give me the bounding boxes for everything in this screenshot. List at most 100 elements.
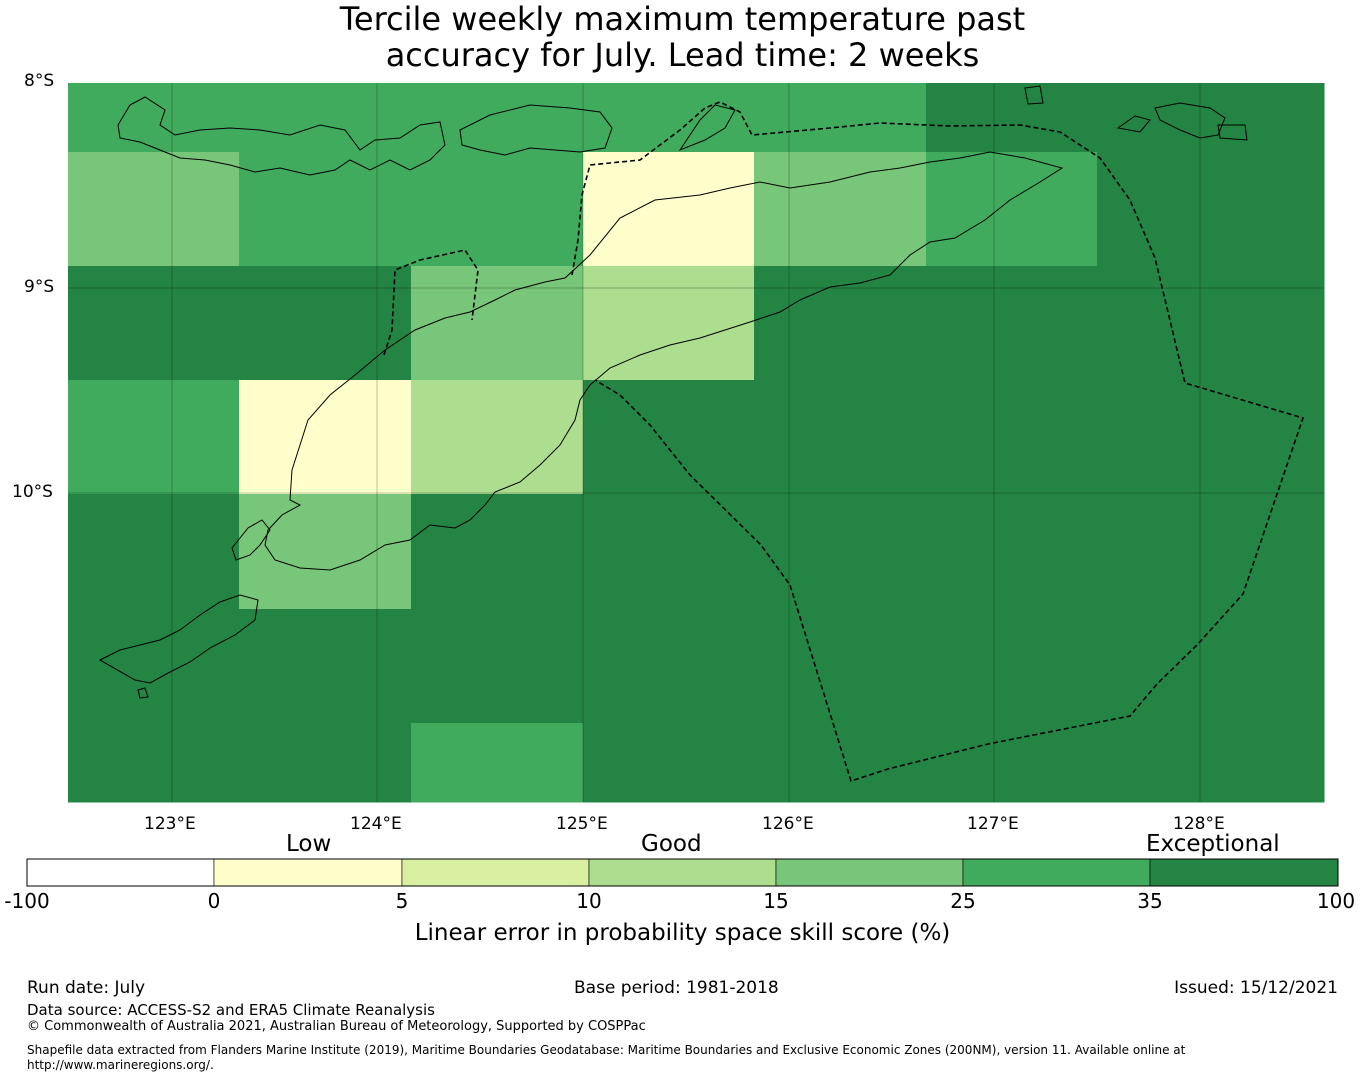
copyright-notice: © Commonwealth of Australia 2021, Austra…: [27, 1019, 646, 1034]
colorbar-label: Linear error in probability space skill …: [414, 920, 951, 946]
colorbar-swatch: [401, 858, 590, 887]
grid-cell: [926, 494, 1098, 610]
grid-cell: [239, 83, 412, 153]
grid-cell: [1097, 723, 1325, 803]
map-title-line1: Tercile weekly maximum temperature past: [339, 0, 1026, 38]
grid-cell: [1097, 609, 1325, 724]
grid-cell: [411, 723, 584, 803]
semau-coastline: [231, 519, 271, 561]
timor-coastline: [264, 151, 1064, 571]
grid-cell: [926, 609, 1098, 724]
grid-cell: [583, 152, 755, 267]
grid-cell: [1097, 152, 1325, 267]
grid-cell: [1097, 494, 1325, 610]
grid-cell: [68, 380, 240, 495]
base-period: Base period: 1981-2018: [574, 978, 779, 998]
grid-cell: [1097, 380, 1325, 495]
colorbar-swatch: [962, 858, 1151, 887]
coastlines: [98, 85, 1248, 699]
grid-cell: [754, 494, 927, 610]
grid-cell: [68, 494, 240, 610]
colorbar-tick: 0: [207, 889, 221, 913]
grid-cell: [239, 266, 412, 381]
lat-label-8s: 8°S: [24, 71, 55, 91]
grid-cells: [68, 83, 1325, 803]
colorbar-swatch: [26, 858, 215, 887]
grid-cell: [754, 266, 927, 381]
grid-cell: [411, 380, 584, 495]
shapefile-credit-line1: Shapefile data extracted from Flanders M…: [27, 1043, 1186, 1057]
atauro-coastline: [678, 104, 736, 152]
grid-cell: [239, 494, 412, 610]
lon-label-123e: 123°E: [144, 814, 196, 834]
grid-cell: [68, 83, 240, 153]
grid-cell: [68, 723, 240, 803]
grid-cell: [1097, 83, 1325, 153]
graticule: [68, 83, 1324, 802]
grid-cell: [754, 83, 927, 153]
colorbar-swatch: [775, 858, 964, 887]
kisar-coastline: [1024, 85, 1044, 105]
grid-cell: [754, 380, 927, 495]
lat-label-10s: 10°S: [12, 482, 53, 502]
alor-coastline: [117, 96, 446, 176]
map-title-line2: accuracy for July. Lead time: 2 weeks: [385, 36, 980, 74]
grid-cell: [926, 380, 1098, 495]
moa-coastline: [1154, 102, 1226, 139]
rote-coastline: [98, 594, 259, 684]
lon-label-128e: 128°E: [1173, 814, 1225, 834]
grid-cell: [926, 266, 1098, 381]
category-good: Good: [641, 831, 702, 857]
colorbar-swatch: [213, 858, 403, 887]
colorbar-swatch: [588, 858, 777, 887]
colorbar-tick: 100: [1316, 889, 1356, 913]
grid-cell: [754, 609, 927, 724]
grid-cell: [68, 266, 240, 381]
category-low: Low: [286, 831, 332, 857]
category-exceptional: Exceptional: [1146, 831, 1280, 857]
lon-label-124e: 124°E: [350, 814, 402, 834]
grid-cell: [411, 152, 584, 267]
shapefile-credit-line2: http://www.marineregions.org/.: [27, 1058, 214, 1072]
grid-cell: [583, 83, 755, 153]
data-source: Data source: ACCESS-S2 and ERA5 Climate …: [27, 1001, 435, 1019]
colorbar-swatches: [26, 858, 1339, 887]
grid-cell: [583, 723, 755, 803]
grid-cell: [926, 83, 1098, 153]
issued-date: Issued: 15/12/2021: [1174, 978, 1338, 998]
lon-label-126e: 126°E: [762, 814, 814, 834]
wetar-coastline: [459, 104, 613, 156]
grid-cell: [583, 266, 755, 381]
grid-cell: [926, 152, 1098, 267]
run-date: Run date: July: [27, 978, 146, 998]
grid-cell: [583, 494, 755, 610]
lat-label-9s: 9°S: [24, 277, 55, 297]
grid-cell: [68, 609, 240, 724]
grid-cell: [68, 152, 240, 267]
lakor-coastline: [1217, 124, 1248, 141]
lon-label-127e: 127°E: [967, 814, 1019, 834]
ndao-coastline: [137, 687, 149, 699]
grid-cell: [926, 723, 1098, 803]
colorbar-tick: 5: [395, 889, 409, 913]
grid-cell: [411, 83, 584, 153]
grid-cell: [1097, 266, 1325, 381]
grid-cell: [583, 609, 755, 724]
grid-cell: [239, 723, 412, 803]
eez-boundary: [383, 101, 1305, 783]
grid-cell: [754, 723, 927, 803]
leti-coastline: [1116, 115, 1151, 133]
grid-cell: [239, 152, 412, 267]
grid-cell: [239, 609, 412, 724]
grid-cell: [583, 380, 755, 495]
colorbar-tick: 10: [576, 889, 602, 913]
colorbar-swatch: [1149, 858, 1339, 887]
grid-cell: [411, 266, 584, 381]
colorbar-tick: 25: [950, 889, 976, 913]
lon-label-125e: 125°E: [556, 814, 608, 834]
colorbar-tick: 35: [1137, 889, 1163, 913]
colorbar-tick: -100: [4, 889, 50, 913]
grid-cell: [239, 380, 412, 495]
